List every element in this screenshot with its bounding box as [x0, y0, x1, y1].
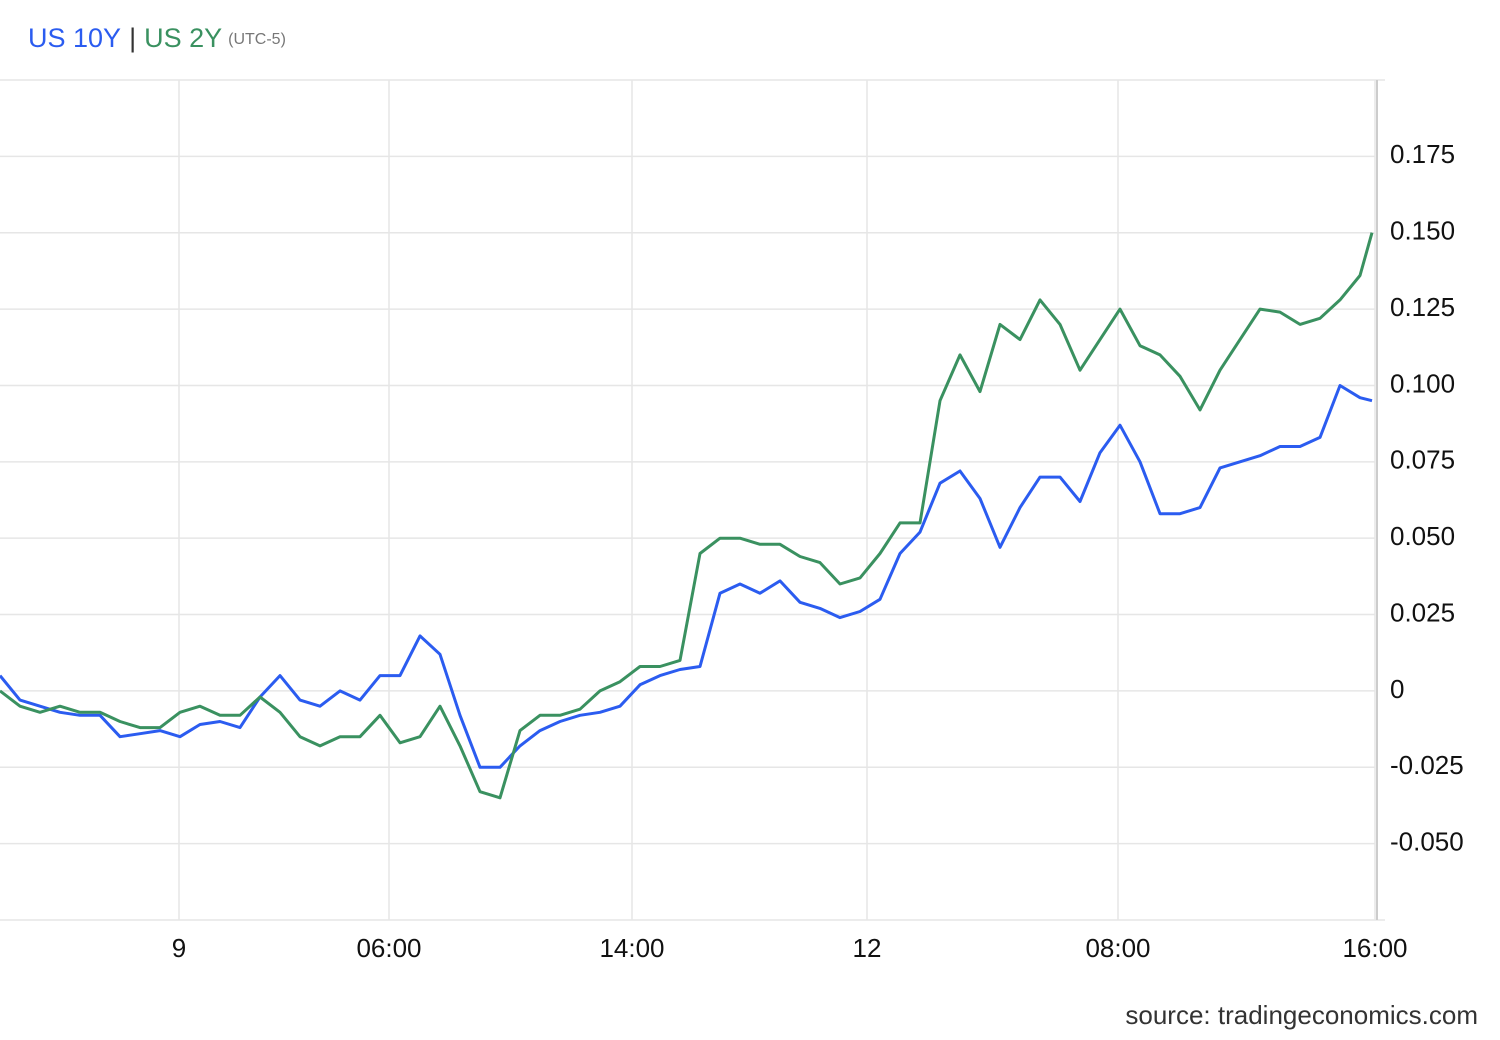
y-tick-label: 0.100	[1390, 368, 1455, 398]
y-tick-label: 0.075	[1390, 445, 1455, 475]
x-tick-label: 08:00	[1085, 933, 1150, 963]
legend-entry: US 10Y	[28, 23, 121, 53]
x-tick-label: 16:00	[1342, 933, 1407, 963]
chart-title: US 10Y | US 2Y (UTC-5)	[28, 23, 286, 53]
y-tick-label: 0.025	[1390, 597, 1455, 627]
separator: |	[129, 23, 136, 53]
series-line	[0, 384, 1373, 769]
y-tick-label: -0.050	[1390, 827, 1464, 857]
y-tick-label: 0.150	[1390, 216, 1455, 246]
subtitle: (UTC-5)	[228, 31, 286, 48]
x-tick-label: 14:00	[599, 933, 664, 963]
x-tick-label: 06:00	[356, 933, 421, 963]
series-line	[0, 232, 1374, 800]
y-tick-label: 0.175	[1390, 139, 1455, 169]
y-tick-label: -0.025	[1390, 750, 1464, 780]
x-tick-label: 9	[172, 933, 186, 963]
source: source: tradingeconomics.com	[1125, 1000, 1478, 1030]
legend-entry: US 2Y	[144, 23, 222, 53]
y-tick-label: 0.125	[1390, 292, 1455, 322]
y-tick-label: 0.050	[1390, 521, 1455, 551]
x-tick-label: 12	[853, 933, 882, 963]
y-tick-label: 0	[1390, 674, 1404, 704]
